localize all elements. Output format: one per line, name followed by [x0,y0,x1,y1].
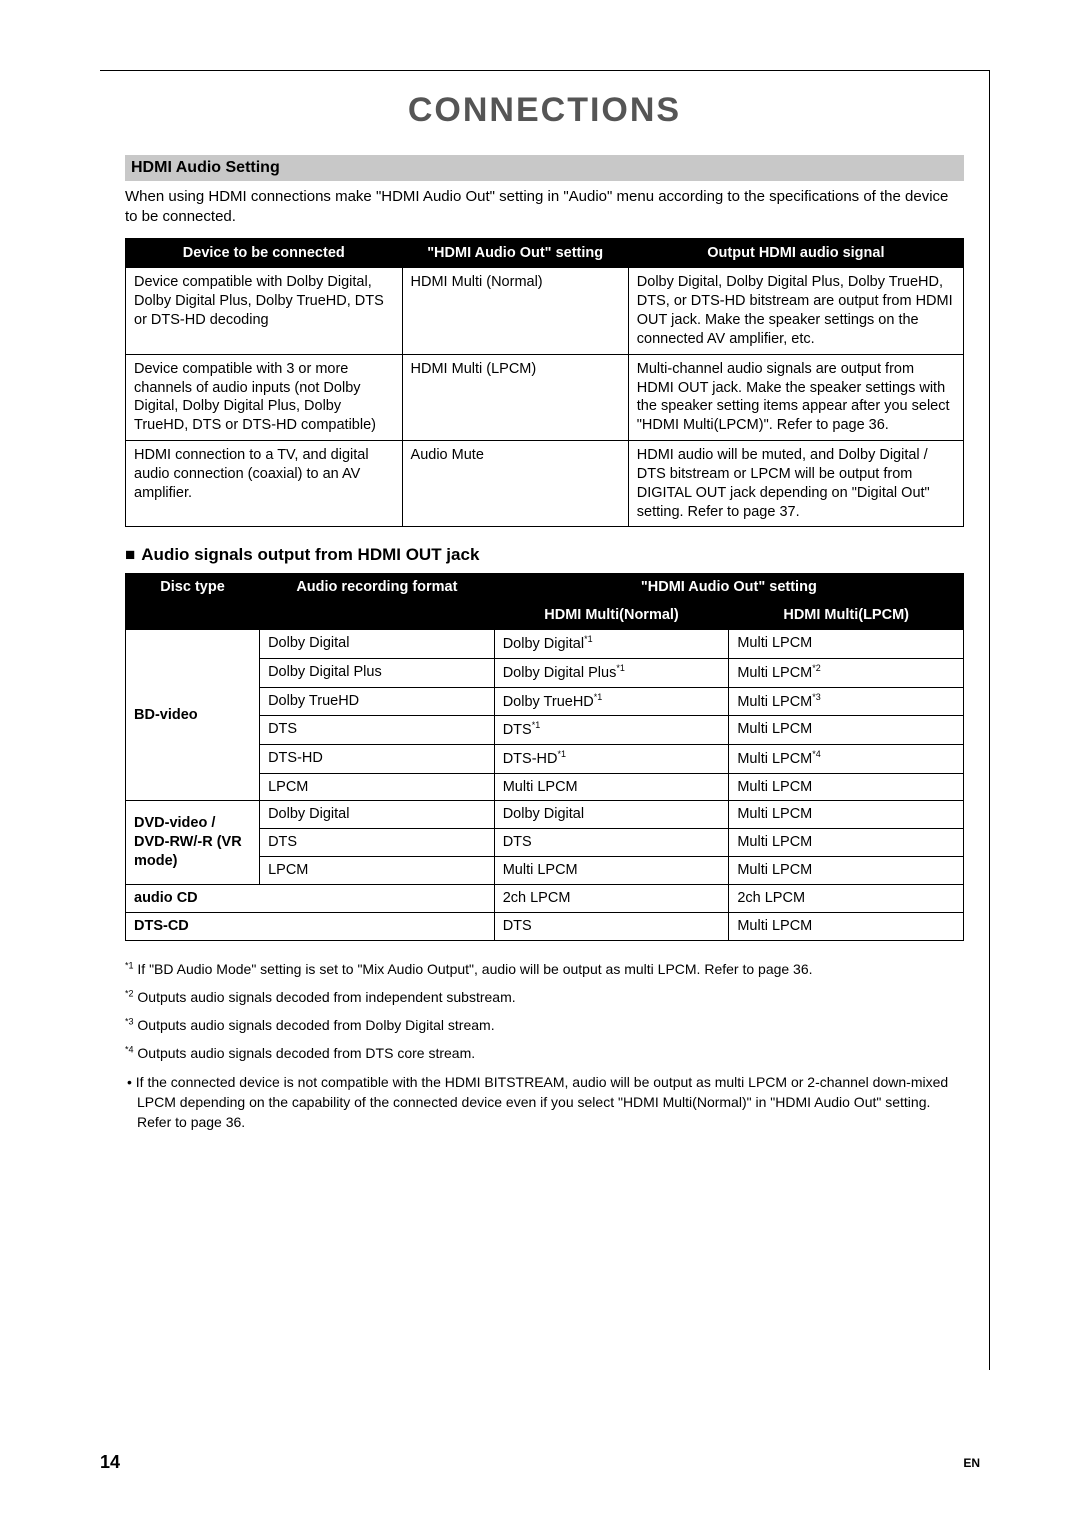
normal-cell: DTS-HD*1 [494,744,729,773]
sub-heading-text: Audio signals output from HDMI OUT jack [141,545,479,564]
format-cell: LPCM [260,773,495,801]
language-code: EN [963,1456,980,1470]
table1-cell: Device compatible with 3 or more channel… [126,354,403,440]
format-cell: Dolby Digital [260,801,495,829]
format-cell: DTS [260,716,495,745]
normal-cell: DTS [494,912,729,940]
sub-heading: ■ Audio signals output from HDMI OUT jack [125,545,964,565]
normal-cell: DTS [494,829,729,857]
lpcm-cell: Multi LPCM [729,801,964,829]
table1-cell: HDMI audio will be muted, and Dolby Digi… [628,441,963,527]
normal-cell: Dolby Digital*1 [494,630,729,659]
format-cell: Dolby TrueHD [260,687,495,716]
table1-cell: Dolby Digital, Dolby Digital Plus, Dolby… [628,268,963,354]
table1-cell: HDMI Multi (Normal) [402,268,628,354]
lpcm-cell: Multi LPCM [729,630,964,659]
format-cell: Dolby Digital Plus [260,658,495,687]
table1-cell: HDMI Multi (LPCM) [402,354,628,440]
normal-cell: DTS*1 [494,716,729,745]
lpcm-cell: Multi LPCM [729,857,964,885]
footnote: *4 Outputs audio signals decoded from DT… [125,1043,964,1063]
disc-type-cell: DVD-video / DVD-RW/-R (VR mode) [126,801,260,885]
th-format: Audio recording format [260,574,495,630]
th-lpcm: HDMI Multi(LPCM) [729,602,964,630]
page-title: CONNECTIONS [125,91,964,130]
format-cell: DTS-HD [260,744,495,773]
table1-cell: Device compatible with Dolby Digital, Do… [126,268,403,354]
page-number: 14 [100,1452,120,1473]
page-frame: CONNECTIONS HDMI Audio Setting When usin… [100,70,990,1370]
hdmi-settings-table: Device to be connected"HDMI Audio Out" s… [125,238,964,528]
disc-type-cell: BD-video [126,630,260,801]
disc-type-cell: DTS-CD [126,912,495,940]
lpcm-cell: Multi LPCM [729,773,964,801]
lpcm-cell: Multi LPCM [729,829,964,857]
audio-signals-table: Disc type Audio recording format "HDMI A… [125,573,964,940]
normal-cell: 2ch LPCM [494,884,729,912]
table1-header: Device to be connected [126,238,403,268]
normal-cell: Multi LPCM [494,773,729,801]
format-cell: DTS [260,829,495,857]
lpcm-cell: Multi LPCM [729,912,964,940]
normal-cell: Dolby Digital Plus*1 [494,658,729,687]
normal-cell: Dolby Digital [494,801,729,829]
table1-cell: Multi-channel audio signals are output f… [628,354,963,440]
section-heading: HDMI Audio Setting [125,155,964,181]
table1-header: Output HDMI audio signal [628,238,963,268]
format-cell: Dolby Digital [260,630,495,659]
lpcm-cell: 2ch LPCM [729,884,964,912]
lpcm-cell: Multi LPCM*4 [729,744,964,773]
disc-type-cell: audio CD [126,884,495,912]
table1-header: "HDMI Audio Out" setting [402,238,628,268]
lpcm-cell: Multi LPCM*3 [729,687,964,716]
square-bullet-icon: ■ [125,545,135,564]
th-disc-type: Disc type [126,574,260,630]
th-normal: HDMI Multi(Normal) [494,602,729,630]
footnote: *2 Outputs audio signals decoded from in… [125,987,964,1007]
footnote: *1 If "BD Audio Mode" setting is set to … [125,959,964,979]
normal-cell: Dolby TrueHD*1 [494,687,729,716]
intro-text: When using HDMI connections make "HDMI A… [125,187,964,228]
th-setting: "HDMI Audio Out" setting [494,574,963,602]
normal-cell: Multi LPCM [494,857,729,885]
footnote: *3 Outputs audio signals decoded from Do… [125,1015,964,1035]
table1-cell: Audio Mute [402,441,628,527]
footnotes: *1 If "BD Audio Mode" setting is set to … [125,959,964,1133]
format-cell: LPCM [260,857,495,885]
footnote-bullet: • If the connected device is not compati… [125,1072,964,1133]
lpcm-cell: Multi LPCM*2 [729,658,964,687]
table1-cell: HDMI connection to a TV, and digital aud… [126,441,403,527]
lpcm-cell: Multi LPCM [729,716,964,745]
